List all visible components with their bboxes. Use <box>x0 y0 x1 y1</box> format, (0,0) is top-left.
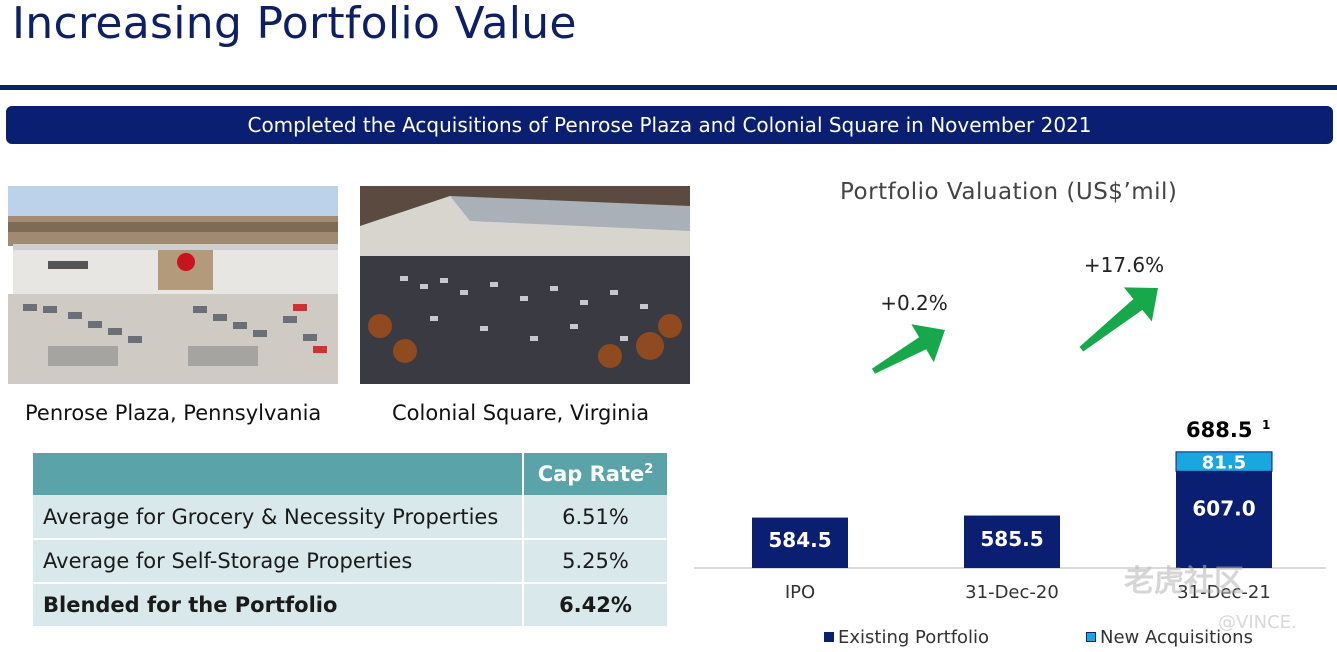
cap-rate-header: Cap Rate2 <box>523 453 667 495</box>
row-value: 6.51% <box>523 495 667 540</box>
chart-title: Portfolio Valuation (US$’mil) <box>840 179 1178 205</box>
cap-rate-footnote: 2 <box>644 462 654 477</box>
penrose-plaza-photo <box>8 186 338 384</box>
growth-label-1: +17.6% <box>1084 253 1164 277</box>
data-label-existing-1: 585.5 <box>980 527 1043 551</box>
colonial-square-caption: Colonial Square, Virginia <box>392 401 650 425</box>
x-tick-label-0: IPO <box>785 582 815 603</box>
bar-existing-1 <box>964 515 1060 568</box>
row-value: 6.42% <box>523 583 667 628</box>
page-title: Increasing Portfolio Value <box>12 0 577 49</box>
data-label-new-2: 81.5 <box>1202 453 1246 474</box>
legend-label-new: New Acquisitions <box>1100 627 1253 648</box>
table-row: Average for Grocery & Necessity Properti… <box>33 495 667 540</box>
portfolio-valuation-chart: 584.5 IPO 585.5 31-Dec-20 607.0 81.5 688.5 1 31-… <box>694 253 1326 603</box>
growth-arrow-1 <box>1079 287 1158 352</box>
data-label-existing-2: 607.0 <box>1192 497 1255 521</box>
cap-rate-table: Cap Rate2 Average for Grocery & Necessit… <box>33 453 667 628</box>
bar-new-2 <box>1175 451 1273 472</box>
colonial-square-photo <box>360 186 690 384</box>
row-label: Average for Grocery & Necessity Properti… <box>33 495 524 540</box>
data-label-existing-0: 584.5 <box>768 528 831 552</box>
table-header-blank <box>33 453 524 495</box>
total-label: 688.5 <box>1186 418 1252 442</box>
table-row-blended: Blended for the Portfolio 6.42% <box>33 583 667 628</box>
x-tick-label-2: 31-Dec-21 <box>1177 582 1271 603</box>
row-label: Blended for the Portfolio <box>33 583 524 628</box>
growth-label-0: +0.2% <box>880 291 948 315</box>
announcement-banner: Completed the Acquisitions of Penrose Pl… <box>6 106 1333 144</box>
bar-existing-0 <box>752 517 848 568</box>
bar-existing-2 <box>1176 471 1272 568</box>
legend-swatch-existing <box>824 632 834 642</box>
row-label: Average for Self-Storage Properties <box>33 539 524 584</box>
watermark-user: @VINCE. <box>1218 612 1297 633</box>
row-value: 5.25% <box>523 539 667 584</box>
total-footnote: 1 <box>1262 418 1270 432</box>
legend-label-existing: Existing Portfolio <box>838 627 990 648</box>
legend-swatch-new <box>1086 632 1096 642</box>
legend-new: New Acquisitions <box>1086 627 1253 648</box>
title-divider <box>0 85 1337 90</box>
legend-existing: Existing Portfolio <box>824 627 989 648</box>
watermark-brand: 老虎社区 <box>1124 564 1244 599</box>
penrose-plaza-caption: Penrose Plaza, Pennsylvania <box>25 401 322 425</box>
cap-rate-header-label: Cap Rate <box>537 462 645 486</box>
growth-arrow-0 <box>872 324 945 374</box>
table-row: Average for Self-Storage Properties 5.25… <box>33 539 667 584</box>
x-tick-label-1: 31-Dec-20 <box>965 582 1059 603</box>
